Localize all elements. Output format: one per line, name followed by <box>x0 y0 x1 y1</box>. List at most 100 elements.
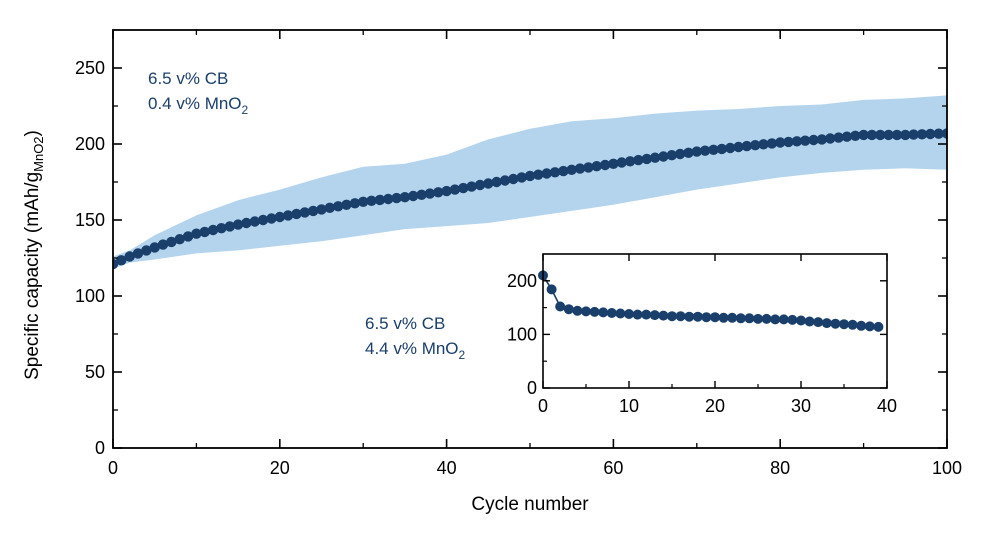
data-point <box>775 137 786 148</box>
data-point <box>157 239 169 250</box>
data-point <box>116 255 127 266</box>
data-point <box>257 214 269 226</box>
data-point <box>316 204 327 215</box>
inset-data-point <box>658 310 669 321</box>
data-point <box>224 221 235 232</box>
data-point <box>683 147 694 158</box>
y-axis-title: Specific capacity (mAh/gMnO2) <box>22 130 46 380</box>
data-point <box>733 141 744 153</box>
inset-x-tick-label: 40 <box>877 396 897 416</box>
data-point <box>800 135 811 146</box>
data-point <box>558 165 569 177</box>
inset-x-tick-label: 20 <box>705 396 725 416</box>
data-point <box>391 192 402 204</box>
inset-data-point <box>710 312 720 323</box>
data-point <box>858 129 869 141</box>
data-point <box>758 139 769 150</box>
data-point <box>875 129 886 141</box>
data-point <box>549 167 561 178</box>
data-point <box>232 219 244 230</box>
data-point <box>416 189 427 200</box>
data-point <box>666 150 677 161</box>
inset-data-point <box>830 318 841 329</box>
inset-data-point <box>873 321 884 332</box>
data-point <box>433 187 444 198</box>
data-point <box>149 242 160 253</box>
inset-data-point <box>701 312 712 323</box>
data-point <box>825 133 836 144</box>
inset-data-point <box>804 316 815 327</box>
inset-data-point <box>581 306 591 317</box>
data-point <box>649 152 661 163</box>
data-point <box>174 234 185 245</box>
data-point <box>833 132 844 143</box>
data-point <box>207 224 219 236</box>
data-point <box>791 136 803 147</box>
data-point <box>408 190 419 202</box>
inset-data-point <box>839 319 849 330</box>
inset-data-point <box>649 310 660 321</box>
data-point <box>299 207 310 218</box>
inset-data-point <box>744 313 755 324</box>
data-point <box>291 208 302 220</box>
data-point <box>916 129 928 140</box>
inset-x-tick-label: 30 <box>791 396 811 416</box>
data-point <box>483 178 494 189</box>
data-point <box>741 140 752 152</box>
inset-data-point <box>546 284 557 295</box>
data-point <box>925 128 936 140</box>
data-point <box>524 170 536 182</box>
data-point <box>699 145 711 156</box>
y-tick-label: 100 <box>75 286 105 306</box>
data-point <box>725 142 736 154</box>
x-tick-label: 100 <box>932 458 962 478</box>
data-point <box>383 193 394 205</box>
data-point <box>599 159 611 171</box>
data-point <box>358 196 369 207</box>
data-point <box>891 129 903 141</box>
data-point <box>541 168 552 179</box>
data-point <box>216 223 227 234</box>
data-point <box>441 185 452 197</box>
annotation-bottom-line1: 6.5 v% CB <box>365 314 445 333</box>
inset-data-point <box>589 306 600 317</box>
inset-y-tick-label: 100 <box>507 324 537 344</box>
inset-data-point <box>555 301 566 312</box>
data-point <box>883 129 894 141</box>
data-point <box>766 138 778 149</box>
inset-data-point <box>847 319 858 330</box>
inset-data-point <box>787 314 798 325</box>
inset-data-point <box>813 317 824 328</box>
data-point <box>674 148 686 160</box>
data-point <box>182 231 194 242</box>
data-point <box>424 188 436 199</box>
data-point <box>491 176 502 188</box>
data-point <box>324 202 335 213</box>
data-point <box>641 153 652 165</box>
data-point <box>191 228 202 239</box>
data-point <box>866 129 878 141</box>
data-point <box>583 162 594 173</box>
data-point <box>850 130 861 141</box>
data-point <box>266 213 277 224</box>
inset-data-point <box>761 313 772 324</box>
inset-data-point <box>572 305 583 316</box>
inset-data-point <box>606 308 617 318</box>
data-point <box>566 164 577 175</box>
data-point <box>474 179 486 191</box>
data-point <box>458 182 469 194</box>
inset-data-point <box>753 313 763 324</box>
annotation-top-line2: 0.4 v% MnO2 <box>148 94 249 117</box>
data-point <box>608 158 619 169</box>
inset-ticks: 0 10 20 30 40 0 100 200 <box>507 254 897 416</box>
data-point <box>841 131 853 142</box>
inset-data-point <box>675 311 686 322</box>
inset-data-point <box>624 309 634 319</box>
inset-data-point <box>727 312 738 323</box>
data-point <box>449 184 461 195</box>
x-tick-label: 80 <box>770 458 790 478</box>
data-point <box>333 201 344 212</box>
y-tick-label: 200 <box>75 134 105 154</box>
data-point <box>783 136 794 148</box>
